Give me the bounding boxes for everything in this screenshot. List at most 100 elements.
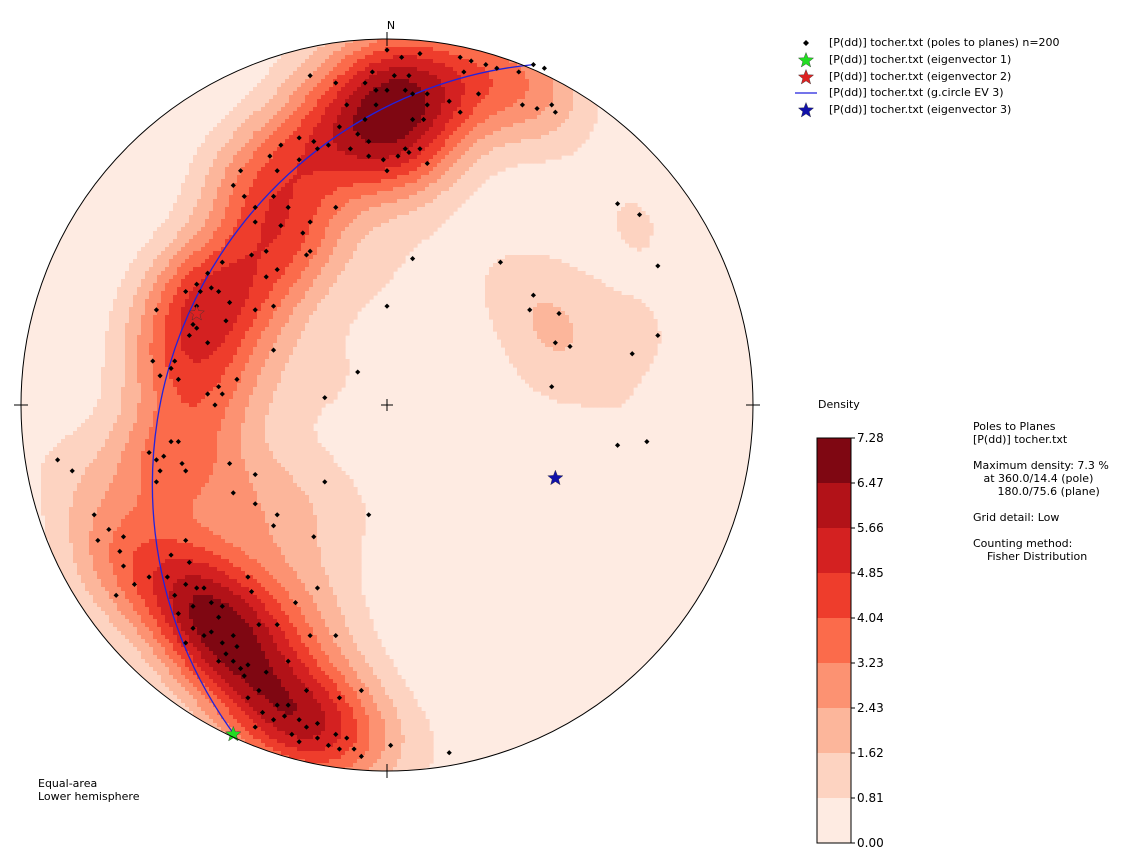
contour-cell	[337, 87, 342, 92]
contour-cell	[433, 55, 438, 60]
contour-cell	[337, 135, 342, 140]
contour-cell	[501, 91, 506, 96]
contour-cell	[377, 215, 382, 220]
contour-cell	[233, 235, 238, 240]
contour-cell	[225, 219, 230, 224]
contour-cell	[253, 223, 258, 228]
contour-cell	[505, 283, 510, 288]
contour-cell	[373, 67, 378, 72]
contour-cell	[477, 179, 482, 184]
contour-cell	[637, 231, 642, 236]
contour-cell	[353, 235, 358, 240]
contour-cell	[245, 271, 250, 276]
contour-cell	[329, 95, 334, 100]
contour-cell	[393, 111, 398, 116]
contour-cell	[313, 203, 318, 208]
contour-cell	[485, 127, 490, 132]
contour-cell	[517, 259, 522, 264]
contour-cell	[229, 219, 234, 224]
contour-cell	[557, 87, 562, 92]
contour-cell	[249, 239, 254, 244]
contour-cell	[589, 123, 594, 128]
contour-cell	[473, 99, 478, 104]
contour-cell	[589, 119, 594, 124]
contour-cell	[405, 123, 410, 128]
contour-cell	[233, 143, 238, 148]
contour-cell	[309, 195, 314, 200]
contour-cell	[321, 59, 326, 64]
contour-cell	[333, 247, 338, 252]
contour-cell	[537, 75, 542, 80]
contour-cell	[441, 147, 446, 152]
contour-cell	[297, 195, 302, 200]
contour-cell	[229, 195, 234, 200]
contour-cell	[493, 107, 498, 112]
contour-cell	[473, 115, 478, 120]
contour-cell	[389, 255, 394, 260]
contour-cell	[197, 175, 202, 180]
contour-cell	[329, 171, 334, 176]
contour-cell	[533, 83, 538, 88]
contour-cell	[437, 59, 442, 64]
contour-cell	[273, 83, 278, 88]
contour-cell	[473, 79, 478, 84]
contour-cell	[365, 271, 370, 276]
contour-cell	[389, 119, 394, 124]
contour-cell	[337, 247, 342, 252]
contour-cell	[289, 171, 294, 176]
contour-cell	[197, 199, 202, 204]
contour-cell	[333, 175, 338, 180]
contour-cell	[577, 131, 582, 136]
contour-cell	[457, 79, 462, 84]
contour-cell	[361, 255, 366, 260]
contour-cell	[273, 195, 278, 200]
contour-cell	[385, 195, 390, 200]
contour-cell	[389, 211, 394, 216]
contour-cell	[365, 107, 370, 112]
contour-cell	[361, 239, 366, 244]
contour-cell	[441, 87, 446, 92]
contour-cell	[329, 283, 334, 288]
contour-cell	[281, 83, 286, 88]
contour-cell	[285, 139, 290, 144]
contour-cell	[473, 75, 478, 80]
contour-cell	[497, 139, 502, 144]
contour-cell	[225, 175, 230, 180]
contour-cell	[561, 271, 566, 276]
contour-cell	[237, 255, 242, 260]
contour-cell	[465, 191, 470, 196]
contour-cell	[305, 135, 310, 140]
contour-cell	[425, 67, 430, 72]
contour-cell	[253, 215, 258, 220]
contour-cell	[341, 279, 346, 284]
contour-cell	[341, 215, 346, 220]
contour-cell	[181, 263, 186, 268]
contour-cell	[441, 59, 446, 64]
contour-cell	[233, 135, 238, 140]
contour-cell	[537, 123, 542, 128]
contour-cell	[569, 135, 574, 140]
contour-cell	[405, 195, 410, 200]
contour-cell	[257, 271, 262, 276]
contour-cell	[181, 259, 186, 264]
contour-cell	[625, 215, 630, 220]
contour-cell	[349, 267, 354, 272]
contour-cell	[425, 95, 430, 100]
contour-cell	[417, 71, 422, 76]
contour-cell	[265, 79, 270, 84]
contour-cell	[269, 71, 274, 76]
contour-cell	[329, 175, 334, 180]
contour-cell	[397, 47, 402, 52]
contour-cell	[441, 207, 446, 212]
contour-cell	[413, 107, 418, 112]
contour-cell	[577, 139, 582, 144]
contour-cell	[293, 175, 298, 180]
contour-cell	[345, 83, 350, 88]
contour-cell	[589, 111, 594, 116]
contour-cell	[309, 279, 314, 284]
contour-cell	[513, 271, 518, 276]
contour-cell	[321, 107, 326, 112]
contour-cell	[341, 151, 346, 156]
contour-cell	[393, 91, 398, 96]
contour-cell	[521, 283, 526, 288]
